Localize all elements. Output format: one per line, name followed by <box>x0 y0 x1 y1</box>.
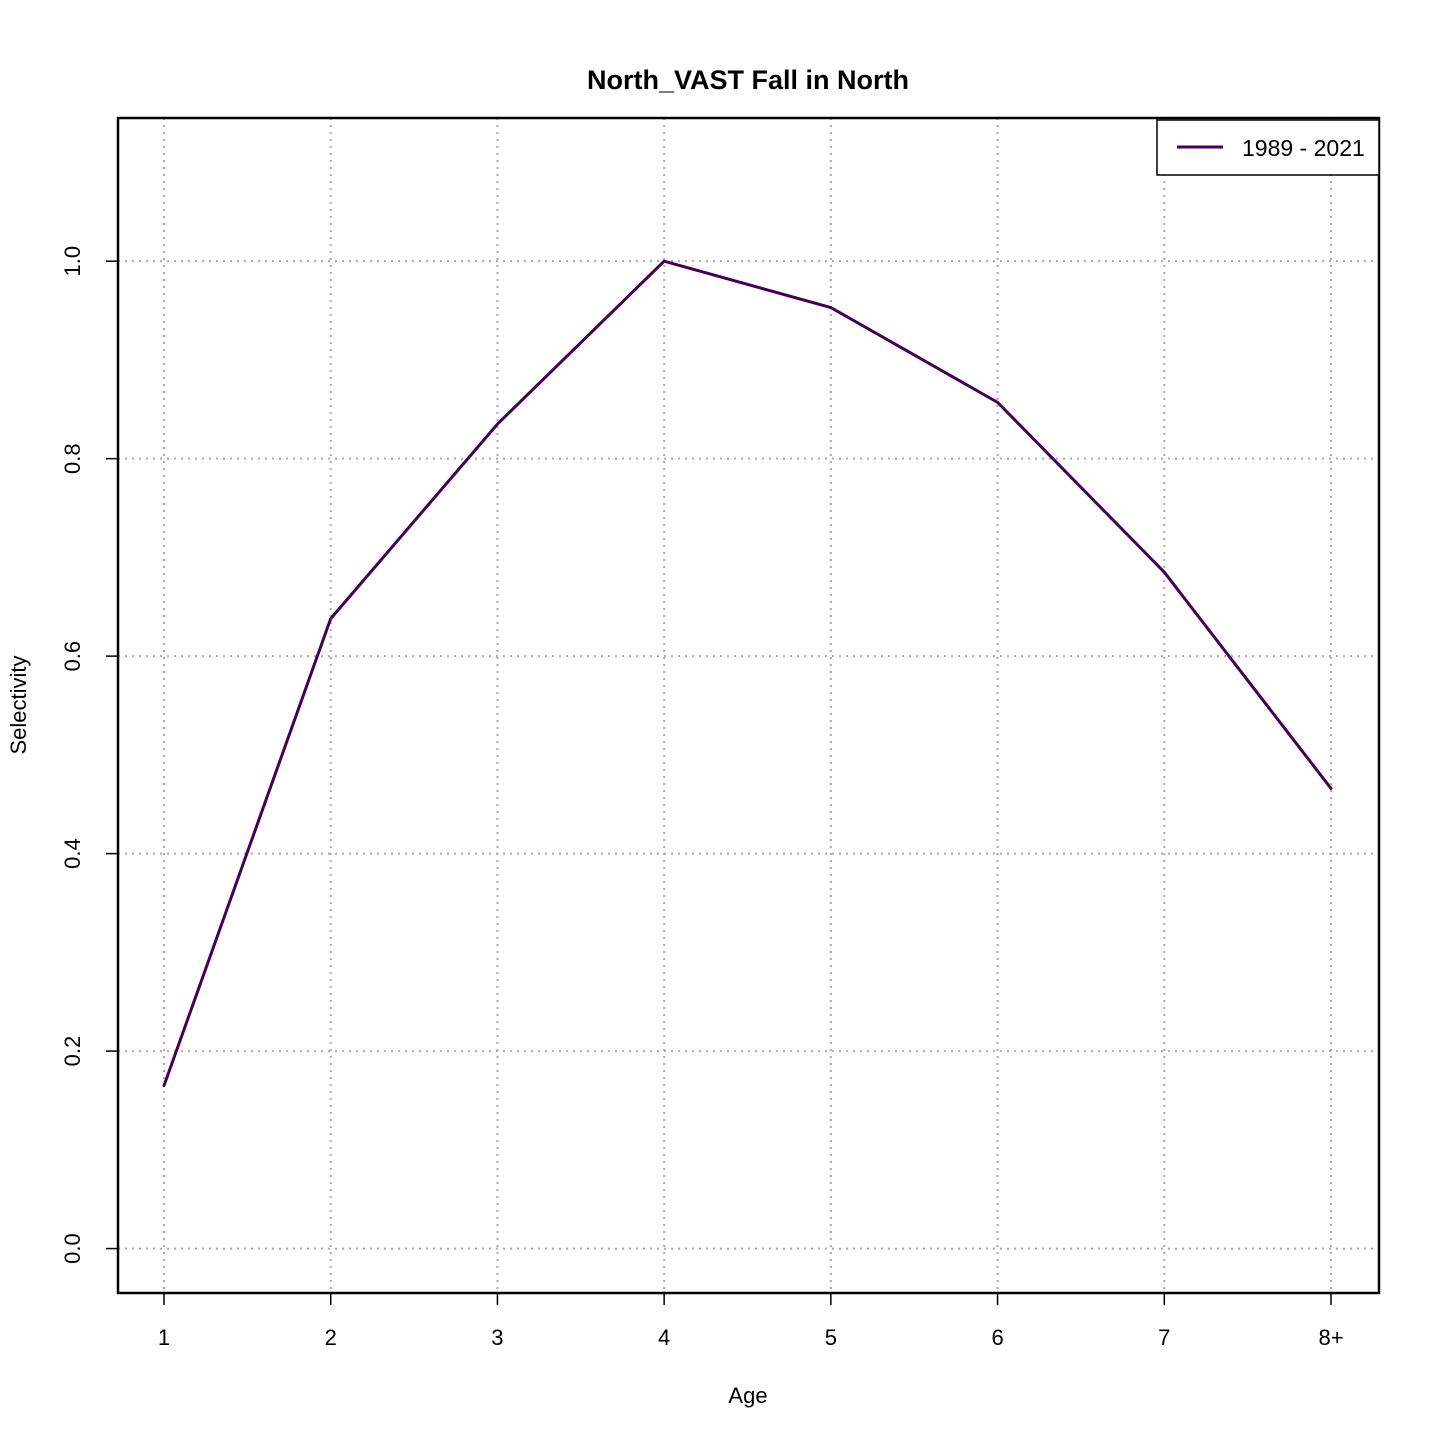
y-tick-label: 0.2 <box>60 1036 85 1067</box>
y-tick-label: 0.6 <box>60 641 85 672</box>
y-tick-label: 0.4 <box>60 838 85 869</box>
x-tick-label: 3 <box>491 1325 503 1350</box>
y-tick-label: 0.8 <box>60 443 85 474</box>
y-axis-label: Selectivity <box>6 655 31 754</box>
x-axis: 1 2 3 4 5 6 7 8+ <box>158 1293 1344 1350</box>
series-layer <box>162 259 1333 1088</box>
y-tick-label: 0.0 <box>60 1233 85 1264</box>
x-tick-label: 5 <box>825 1325 837 1350</box>
chart-title: North_VAST Fall in North <box>587 65 909 95</box>
x-tick-label: 8+ <box>1318 1325 1343 1350</box>
x-tick-label: 7 <box>1158 1325 1170 1350</box>
x-tick-label: 4 <box>658 1325 670 1350</box>
plot-frame <box>116 116 1381 1295</box>
x-tick-label: 1 <box>158 1325 170 1350</box>
y-tick-label: 1.0 <box>60 246 85 277</box>
x-axis-label: Age <box>728 1383 767 1408</box>
legend-label: 1989 - 2021 <box>1242 135 1365 161</box>
y-axis: 0.0 0.2 0.4 0.6 0.8 1.0 <box>60 246 118 1264</box>
x-tick-label: 6 <box>991 1325 1003 1350</box>
series-line <box>162 259 1333 1088</box>
x-tick-label: 2 <box>325 1325 337 1350</box>
legend: 1989 - 2021 <box>1156 119 1380 176</box>
grid-lines <box>118 118 1379 1293</box>
